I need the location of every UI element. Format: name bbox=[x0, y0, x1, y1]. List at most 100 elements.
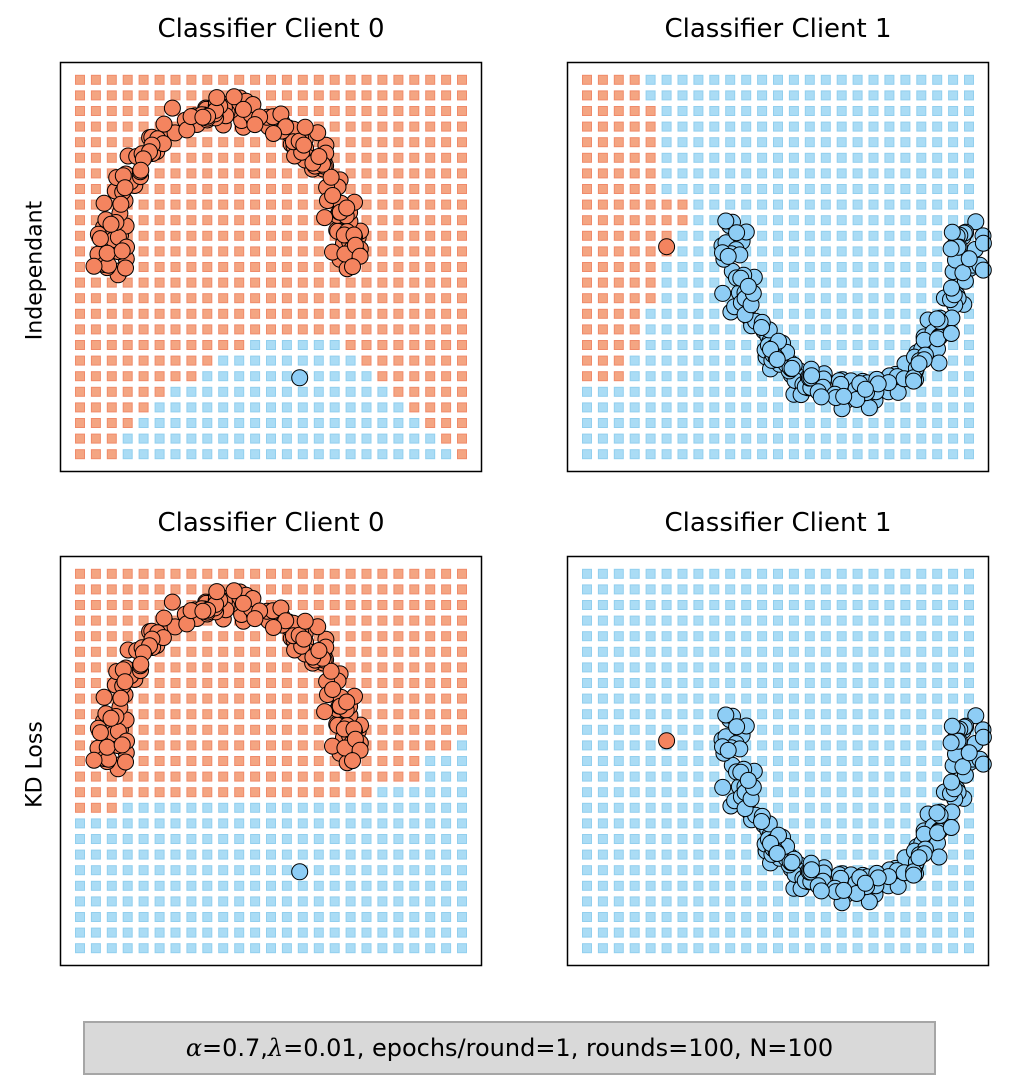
grid-cell bbox=[329, 121, 340, 132]
grid-cell bbox=[441, 418, 452, 428]
grid-cell bbox=[645, 709, 656, 720]
grid-cell bbox=[106, 631, 117, 642]
grid-cell bbox=[75, 834, 85, 844]
grid-cell bbox=[393, 849, 404, 860]
grid-cell bbox=[629, 834, 640, 844]
grid-cell bbox=[677, 293, 688, 304]
grid-cell bbox=[582, 678, 592, 688]
grid-cell bbox=[457, 709, 467, 720]
grid-cell bbox=[932, 771, 943, 782]
grid-cell bbox=[281, 215, 292, 226]
grid-cell bbox=[629, 771, 640, 782]
grid-cell bbox=[186, 308, 197, 319]
point-class-1 bbox=[943, 279, 960, 297]
grid-cell bbox=[90, 137, 101, 148]
grid-cell bbox=[441, 568, 452, 579]
grid-cell bbox=[202, 693, 213, 704]
grid-cell bbox=[234, 355, 245, 366]
grid-cell bbox=[75, 896, 85, 907]
grid-cell bbox=[964, 355, 974, 366]
point-class-0 bbox=[324, 681, 342, 698]
grid-cell bbox=[932, 152, 943, 163]
grid-cell bbox=[757, 709, 768, 720]
grid-cell bbox=[409, 615, 420, 626]
grid-cell bbox=[582, 818, 592, 829]
grid-cell bbox=[677, 631, 688, 642]
grid-cell bbox=[106, 106, 117, 116]
grid-cell bbox=[457, 678, 467, 688]
grid-cell bbox=[457, 584, 467, 595]
grid-cell bbox=[409, 90, 420, 101]
grid-cell bbox=[932, 646, 943, 657]
point-class-1 bbox=[783, 359, 801, 377]
grid-cell bbox=[629, 277, 640, 288]
grid-cell bbox=[932, 262, 943, 272]
grid-cell bbox=[266, 787, 276, 798]
grid-cell bbox=[884, 418, 895, 428]
grid-cell bbox=[725, 340, 736, 350]
grid-cell bbox=[218, 355, 229, 366]
grid-cell bbox=[393, 168, 404, 179]
grid-cell bbox=[725, 584, 736, 595]
grid-cell bbox=[629, 865, 640, 876]
grid-cell bbox=[75, 152, 85, 163]
grid-cell bbox=[425, 802, 436, 813]
grid-cell bbox=[266, 277, 276, 288]
grid-cell bbox=[900, 277, 911, 288]
grid-cell bbox=[218, 199, 229, 210]
grid-cell bbox=[820, 834, 831, 844]
grid-cell bbox=[932, 615, 943, 626]
grid-cell bbox=[757, 121, 768, 132]
grid-cell bbox=[186, 943, 197, 954]
grid-cell bbox=[106, 880, 117, 891]
point-class-0 bbox=[338, 693, 356, 711]
grid-cell bbox=[75, 709, 85, 720]
grid-cell bbox=[75, 433, 85, 444]
grid-cell bbox=[693, 724, 704, 735]
grid-cell bbox=[820, 137, 831, 148]
grid-cell bbox=[804, 137, 815, 148]
grid-cell bbox=[234, 568, 245, 579]
grid-cell bbox=[757, 433, 768, 444]
grid-cell bbox=[234, 880, 245, 891]
grid-cell bbox=[313, 74, 324, 85]
grid-cell bbox=[457, 137, 467, 148]
grid-cell bbox=[836, 277, 847, 288]
grid-cell bbox=[725, 121, 736, 132]
grid-cell bbox=[425, 912, 436, 922]
point-class-1 bbox=[753, 319, 770, 336]
grid-cell bbox=[313, 584, 324, 595]
grid-cell bbox=[804, 709, 815, 720]
grid-cell bbox=[122, 324, 133, 335]
grid-cell bbox=[661, 568, 672, 579]
grid-cell bbox=[409, 568, 420, 579]
grid-cell bbox=[661, 787, 672, 798]
grid-cell bbox=[425, 834, 436, 844]
grid-cell bbox=[582, 386, 592, 397]
grid-cell bbox=[122, 371, 133, 382]
grid-cell bbox=[900, 230, 911, 241]
grid-cell bbox=[884, 106, 895, 116]
grid-cell bbox=[409, 262, 420, 272]
grid-cell bbox=[964, 693, 974, 704]
point-class-1 bbox=[291, 863, 309, 881]
grid-cell bbox=[106, 340, 117, 350]
grid-cell bbox=[645, 230, 656, 241]
grid-cell bbox=[250, 927, 261, 938]
grid-cell bbox=[773, 927, 783, 938]
grid-cell bbox=[645, 402, 656, 413]
grid-cell bbox=[788, 693, 799, 704]
grid-cell bbox=[741, 693, 752, 704]
grid-cell bbox=[234, 246, 245, 257]
grid-cell bbox=[234, 787, 245, 798]
grid-cell bbox=[852, 740, 863, 751]
grid-cell bbox=[457, 865, 467, 876]
grid-cell bbox=[234, 771, 245, 782]
grid-cell bbox=[313, 849, 324, 860]
grid-cell bbox=[597, 849, 608, 860]
grid-cell bbox=[266, 449, 276, 460]
grid-cell bbox=[138, 246, 149, 257]
grid-cell bbox=[852, 106, 863, 116]
grid-cell bbox=[138, 418, 149, 428]
grid-cell bbox=[329, 802, 340, 813]
